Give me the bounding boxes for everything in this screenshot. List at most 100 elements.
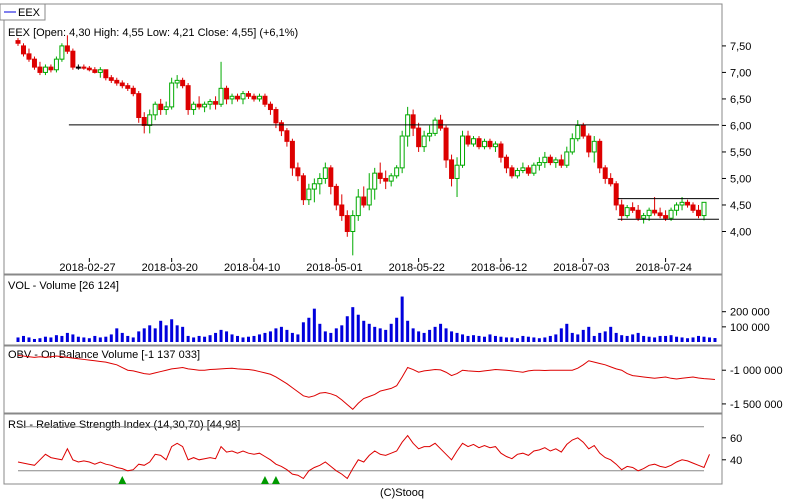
candle-body xyxy=(53,58,59,71)
candle-body xyxy=(202,103,208,108)
candle-body xyxy=(267,103,273,111)
candle-body xyxy=(652,209,658,214)
volume-bar xyxy=(131,337,135,342)
volume-bar xyxy=(27,337,31,342)
legend-label: EEX xyxy=(18,7,41,19)
volume-bar xyxy=(230,334,234,342)
volume-bar xyxy=(653,337,657,342)
candle-body xyxy=(668,209,674,219)
candle-body xyxy=(575,124,581,140)
candle-body xyxy=(503,156,509,169)
volume-bar xyxy=(148,325,152,342)
candle-body xyxy=(619,204,625,217)
volume-bar xyxy=(482,336,486,342)
volume-bar xyxy=(384,329,388,342)
candle-body xyxy=(37,66,43,73)
candle-body xyxy=(690,204,696,211)
candle-body xyxy=(174,79,180,84)
candle-body xyxy=(531,164,537,174)
candle-body xyxy=(542,156,548,164)
rsi-line xyxy=(17,434,710,480)
volume-bar xyxy=(104,336,108,342)
volume-bar xyxy=(417,331,421,342)
candle-body xyxy=(394,167,400,177)
candle-body xyxy=(525,167,531,174)
volume-ytick-label: 200 000 xyxy=(730,307,770,319)
volume-bar xyxy=(16,337,20,342)
candle-body xyxy=(432,119,438,134)
candle-body xyxy=(630,207,636,211)
candle-body xyxy=(657,212,663,217)
volume-bar xyxy=(411,328,415,342)
candle-body xyxy=(564,151,570,166)
candle-body xyxy=(388,175,394,182)
candle-body xyxy=(663,215,669,219)
candle-body xyxy=(114,79,120,84)
volume-bar xyxy=(389,323,393,342)
candle-body xyxy=(180,79,186,87)
volume-bar xyxy=(406,320,410,342)
candle-body xyxy=(608,177,614,185)
candle-body xyxy=(81,66,87,69)
volume-bar xyxy=(713,338,717,342)
candle-body xyxy=(20,45,26,55)
rsi-ytick-label: 40 xyxy=(730,455,742,467)
volume-bar xyxy=(461,334,465,342)
candle-body xyxy=(169,82,175,108)
volume-bar xyxy=(543,337,547,342)
candle-body xyxy=(372,172,378,190)
volume-bar xyxy=(274,328,278,342)
volume-bar xyxy=(697,335,701,342)
candle-body xyxy=(674,204,680,211)
volume-bar xyxy=(472,335,476,342)
obv-panel-frame xyxy=(3,345,723,414)
volume-bar xyxy=(378,328,382,342)
volume-bar xyxy=(54,335,58,342)
volume-bar xyxy=(246,336,250,342)
volume-bar xyxy=(356,314,360,342)
candle-body xyxy=(366,188,372,206)
volume-bar xyxy=(307,317,311,342)
volume-bar xyxy=(669,335,673,342)
volume-bar xyxy=(428,329,432,342)
volume-bar xyxy=(175,325,179,342)
price-xtick-label: 2018-07-24 xyxy=(636,262,692,274)
volume-bar xyxy=(554,334,558,342)
volume-bar xyxy=(395,317,399,342)
volume-bar xyxy=(214,332,218,342)
volume-bar xyxy=(603,331,607,342)
volume-bar xyxy=(691,337,695,342)
rsi-signal-marker xyxy=(271,476,280,484)
price-ytick-label: 5,00 xyxy=(730,173,751,185)
candle-body xyxy=(569,138,575,153)
candle-body xyxy=(130,87,136,95)
volume-bar xyxy=(268,331,272,342)
candle-body xyxy=(416,127,422,148)
volume-bar xyxy=(164,325,168,342)
volume-bar xyxy=(65,332,69,342)
candle-body xyxy=(498,143,504,158)
candle-body xyxy=(679,201,685,206)
price-xtick-label: 2018-06-12 xyxy=(471,262,527,274)
volume-bar xyxy=(658,335,662,342)
volume-bar xyxy=(620,335,624,342)
volume-bar xyxy=(329,332,333,342)
candle-body xyxy=(399,135,405,169)
price-ytick-label: 4,50 xyxy=(730,200,751,212)
price-ytick-label: 7,50 xyxy=(730,41,751,53)
volume-bar xyxy=(318,323,322,342)
candle-body xyxy=(245,93,251,97)
volume-bar xyxy=(60,335,64,342)
price-xtick-label: 2018-05-01 xyxy=(306,262,362,274)
volume-bar xyxy=(279,326,283,342)
candle-body xyxy=(547,156,553,164)
volume-bar xyxy=(598,332,602,342)
candle-body xyxy=(635,209,641,219)
price-ytick-label: 7,00 xyxy=(730,67,751,79)
candle-body xyxy=(15,40,21,44)
candle-body xyxy=(317,177,323,185)
candle-body xyxy=(59,45,65,60)
volume-bar xyxy=(87,338,91,342)
candle-body xyxy=(235,95,241,100)
